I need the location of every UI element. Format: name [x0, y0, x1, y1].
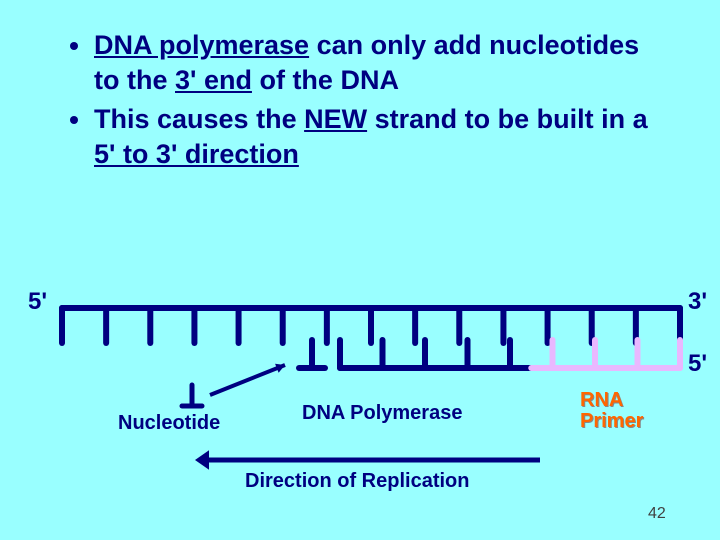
- label-3-prime-right: 3': [688, 288, 707, 316]
- label-5-prime-lower: 5': [688, 350, 707, 378]
- slide-number: 42: [648, 505, 666, 523]
- label-nucleotide: Nucleotide: [118, 412, 220, 435]
- label-direction: Direction of Replication: [245, 470, 469, 493]
- label-polymerase: DNA Polymerase: [302, 402, 462, 425]
- label-5-prime-left: 5': [28, 288, 47, 316]
- dna-diagram: [0, 0, 720, 540]
- label-rna-primer: RNAPrimer: [580, 390, 643, 432]
